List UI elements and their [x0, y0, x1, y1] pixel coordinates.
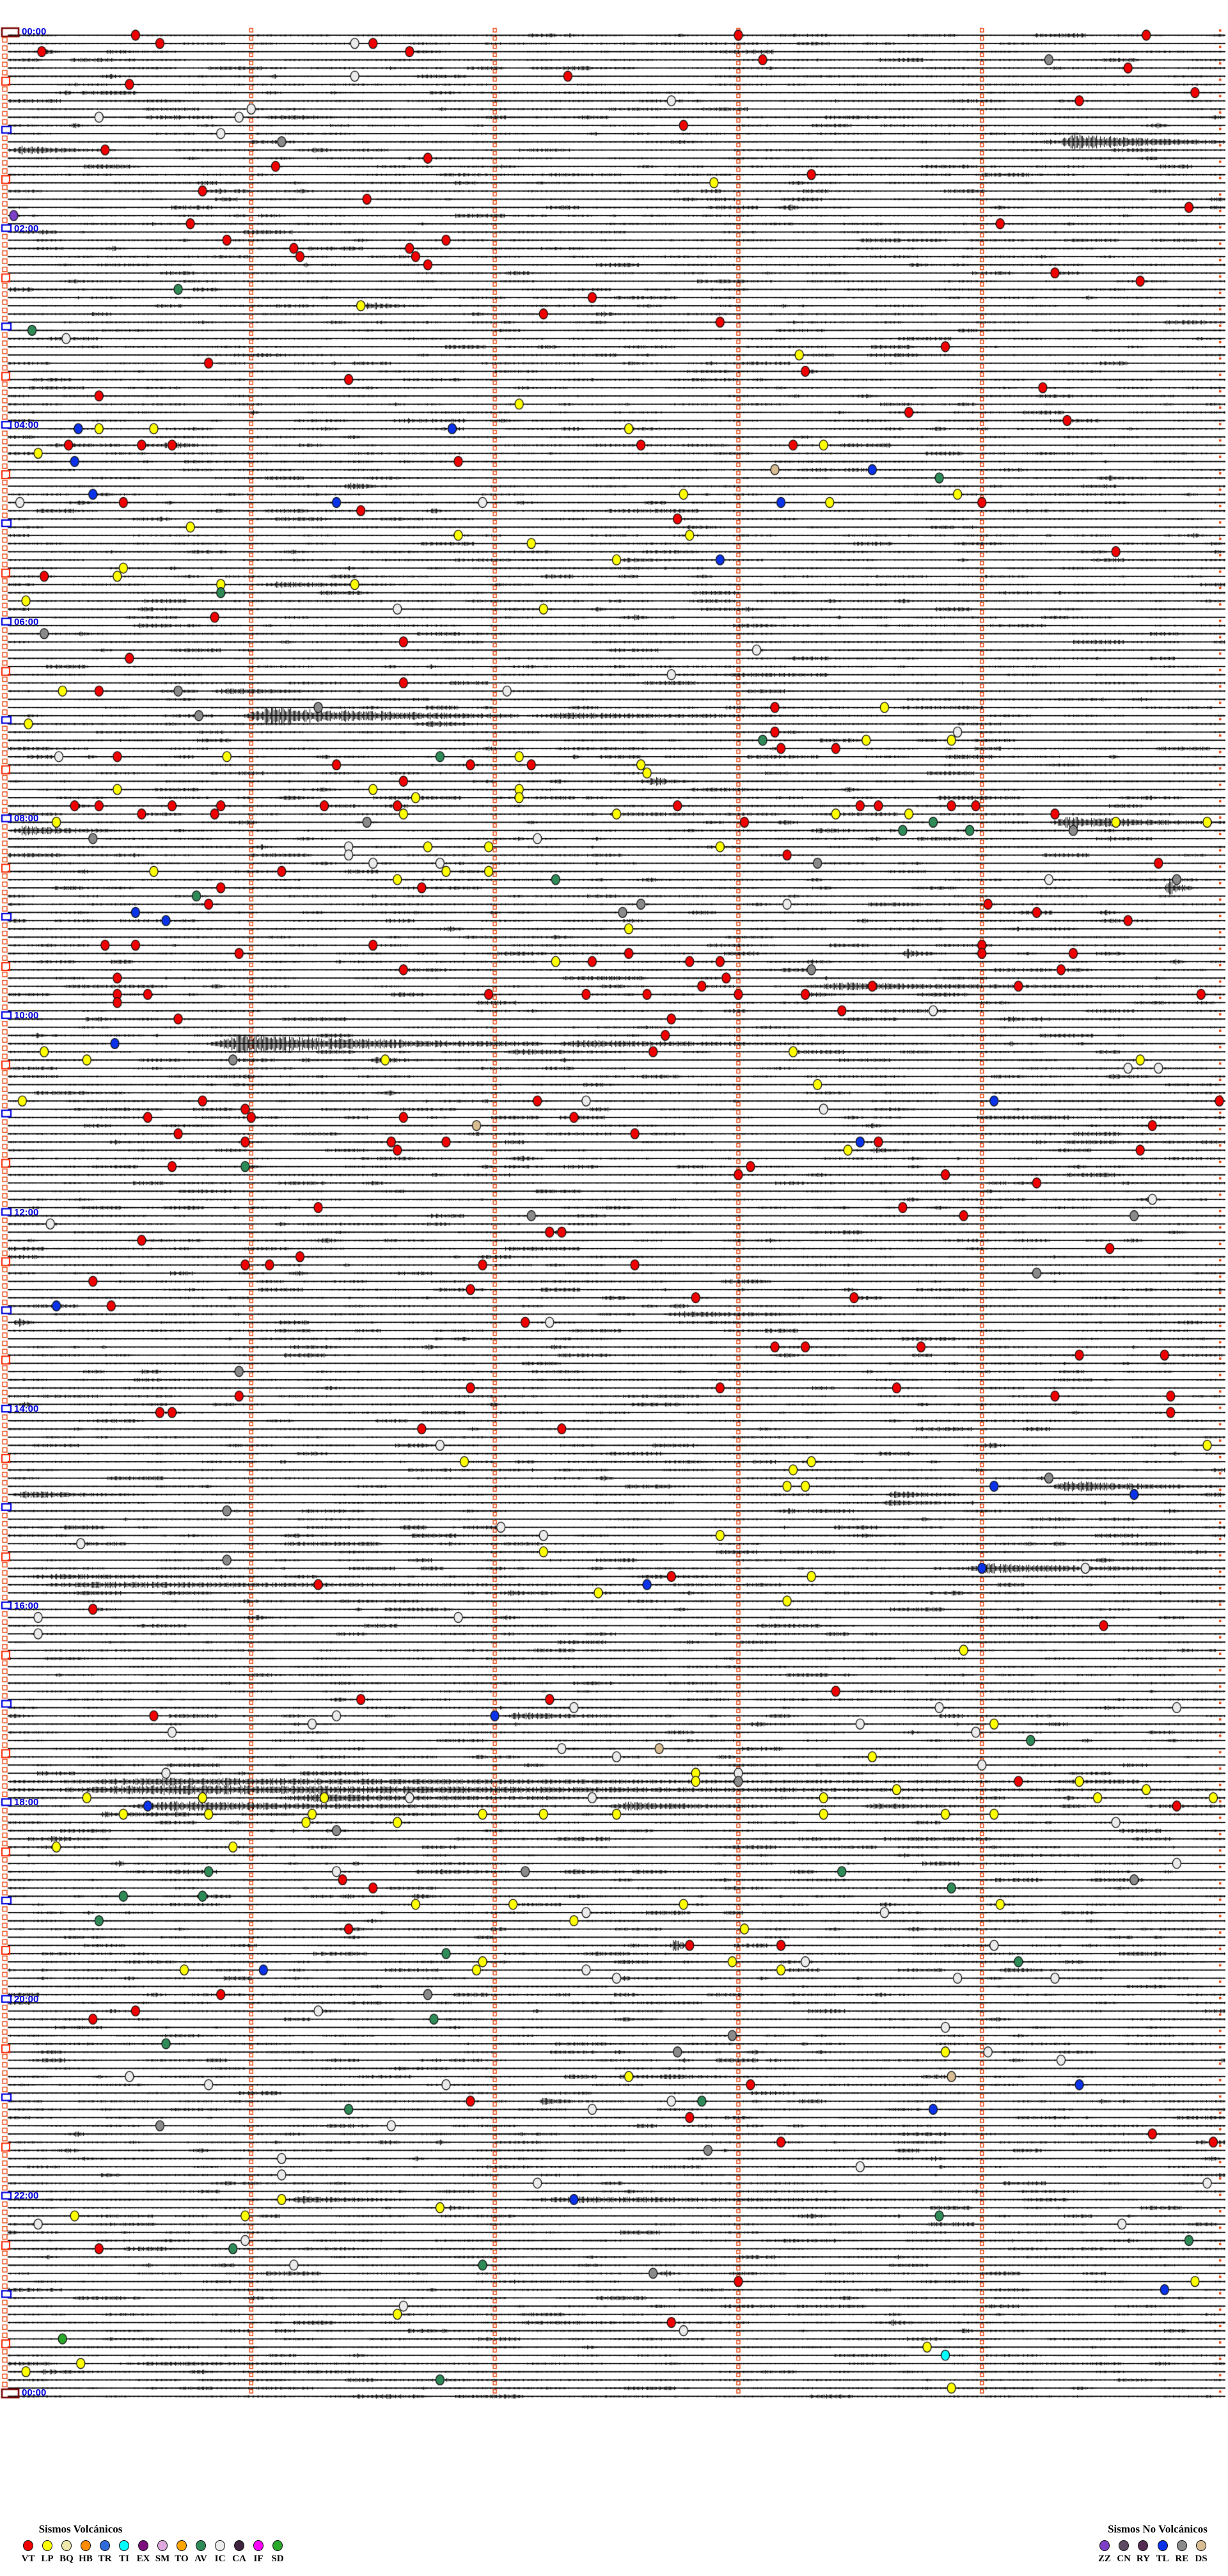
- legend-dot-ry: [1138, 2540, 1149, 2551]
- time-label: 10:00: [14, 1009, 39, 1021]
- legend-dot-hb: [81, 2540, 91, 2551]
- legend-dot-tr: [100, 2540, 110, 2551]
- legend-title: Sismos No Volcánicos: [1108, 2523, 1208, 2535]
- legend-code: TR: [98, 2554, 112, 2564]
- legend-code: VT: [21, 2554, 35, 2564]
- legend-dot-sd: [272, 2540, 283, 2551]
- legend-code: AV: [194, 2554, 207, 2564]
- time-label: 14:00: [14, 1403, 39, 1415]
- legend-code: TI: [119, 2554, 129, 2564]
- legend-title: Sismos Volcánicos: [38, 2523, 123, 2535]
- legend-dot-cn: [1119, 2540, 1130, 2551]
- time-label: 00:00: [22, 2387, 47, 2398]
- legend-dot-ds: [1196, 2540, 1206, 2551]
- legend-code: RE: [1175, 2554, 1189, 2564]
- legend-dot-ic: [215, 2540, 225, 2551]
- legend-code: TO: [175, 2554, 189, 2564]
- legend-dot-re: [1176, 2540, 1187, 2551]
- legend-code: TL: [1156, 2554, 1169, 2564]
- time-label: 16:00: [14, 1600, 39, 1611]
- legend-dot-ti: [119, 2540, 129, 2551]
- legend-code: LP: [41, 2554, 54, 2564]
- legend-dot-vt: [23, 2540, 33, 2551]
- legend-dot-sm: [157, 2540, 168, 2551]
- time-label: 00:00: [22, 26, 47, 37]
- legend-dot-if: [253, 2540, 264, 2551]
- legend-code: SM: [155, 2554, 170, 2564]
- time-label: 18:00: [14, 1797, 39, 1808]
- legend-code: HB: [79, 2554, 93, 2564]
- legend-code: SD: [271, 2554, 284, 2564]
- time-label: 04:00: [14, 420, 39, 431]
- legend-code: DS: [1195, 2554, 1208, 2564]
- legend-code: CN: [1117, 2554, 1131, 2564]
- time-label: 22:00: [14, 2190, 39, 2202]
- legend-code: ZZ: [1098, 2554, 1111, 2564]
- time-label: 08:00: [14, 813, 39, 825]
- legend-code: IF: [253, 2554, 264, 2564]
- legend-code: EX: [136, 2554, 150, 2564]
- legend-code: RY: [1136, 2554, 1150, 2564]
- time-label: 12:00: [14, 1206, 39, 1218]
- legend-dot-lp: [42, 2540, 52, 2551]
- legend-dot-av: [196, 2540, 206, 2551]
- legend-code: CA: [232, 2554, 246, 2564]
- time-label: 06:00: [14, 616, 39, 628]
- legend-dot-ex: [138, 2540, 148, 2551]
- legend-dot-ca: [234, 2540, 244, 2551]
- legend-code: BQ: [59, 2554, 74, 2564]
- time-label: 02:00: [14, 223, 39, 234]
- legend-dot-bq: [61, 2540, 72, 2551]
- helicorder-canvas: [0, 0, 1228, 2424]
- legend-dot-zz: [1099, 2540, 1110, 2551]
- legend-dot-to: [177, 2540, 187, 2551]
- legend-dot-tl: [1157, 2540, 1168, 2551]
- legend-code: IC: [214, 2554, 226, 2564]
- time-label: 20:00: [14, 1993, 39, 2005]
